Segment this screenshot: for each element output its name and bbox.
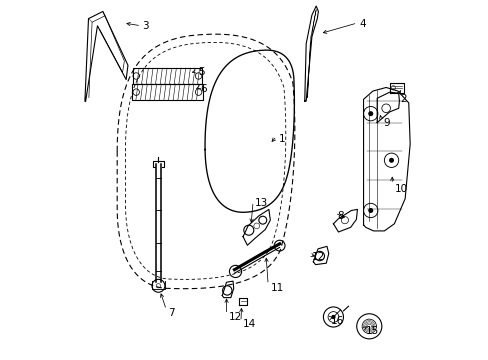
Text: 3: 3 [142, 21, 149, 31]
Circle shape [367, 208, 372, 213]
Circle shape [388, 158, 393, 163]
Text: 10: 10 [394, 184, 407, 194]
Text: 4: 4 [359, 19, 365, 29]
Text: 11: 11 [270, 283, 283, 293]
Text: 7: 7 [168, 308, 175, 318]
Text: 9: 9 [383, 118, 389, 128]
Text: 16: 16 [330, 316, 344, 325]
Text: 2: 2 [400, 94, 407, 104]
Text: 5: 5 [198, 67, 204, 77]
Bar [131, 84, 203, 100]
Text: 12: 12 [228, 312, 241, 322]
Text: 8: 8 [336, 211, 343, 221]
Circle shape [367, 111, 372, 116]
Text: 1: 1 [278, 134, 285, 144]
Text: 12: 12 [311, 252, 325, 262]
Text: 6: 6 [201, 84, 207, 94]
Text: 13: 13 [255, 198, 268, 208]
Text: 14: 14 [243, 319, 256, 329]
Text: 15: 15 [365, 326, 378, 336]
Bar [132, 68, 202, 84]
Circle shape [330, 315, 335, 319]
